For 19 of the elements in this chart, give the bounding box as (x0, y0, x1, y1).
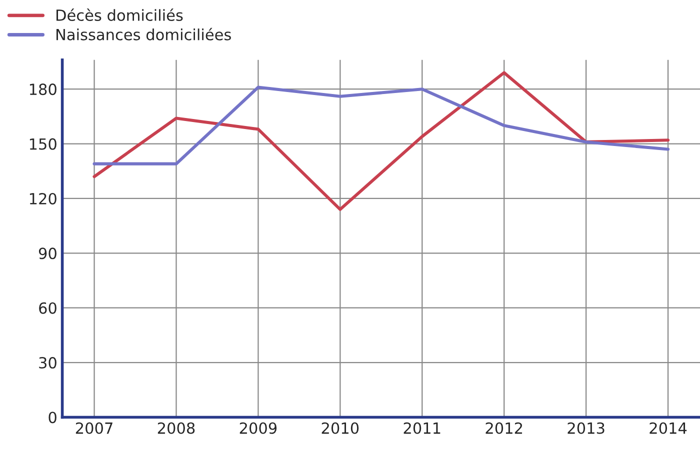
line-series (92, 86, 670, 166)
x-tick-label: 2011 (404, 422, 440, 434)
x-tick-label: 2007 (76, 422, 112, 434)
line-series (92, 71, 670, 211)
x-tick-label: 2008 (158, 422, 195, 434)
y-tick-label: 30 (39, 357, 56, 369)
x-tick-label: 2014 (650, 422, 687, 434)
x-tick-label: 2009 (240, 422, 277, 434)
x-tick-label: 2010 (322, 422, 359, 434)
legend-label: Décès domiciliés (56, 8, 183, 21)
legend-label: Naissances domiciliées (56, 28, 231, 40)
y-tick-label: 120 (30, 192, 56, 204)
y-tick-label: 150 (30, 138, 56, 150)
y-tick-label: 180 (30, 84, 56, 96)
y-tick-label: 90 (38, 248, 56, 260)
x-tick-label: 2012 (486, 422, 522, 434)
x-tick-label: 2013 (568, 422, 604, 434)
y-tick-label: 60 (39, 302, 56, 314)
y-tick-label: 0 (48, 412, 56, 424)
